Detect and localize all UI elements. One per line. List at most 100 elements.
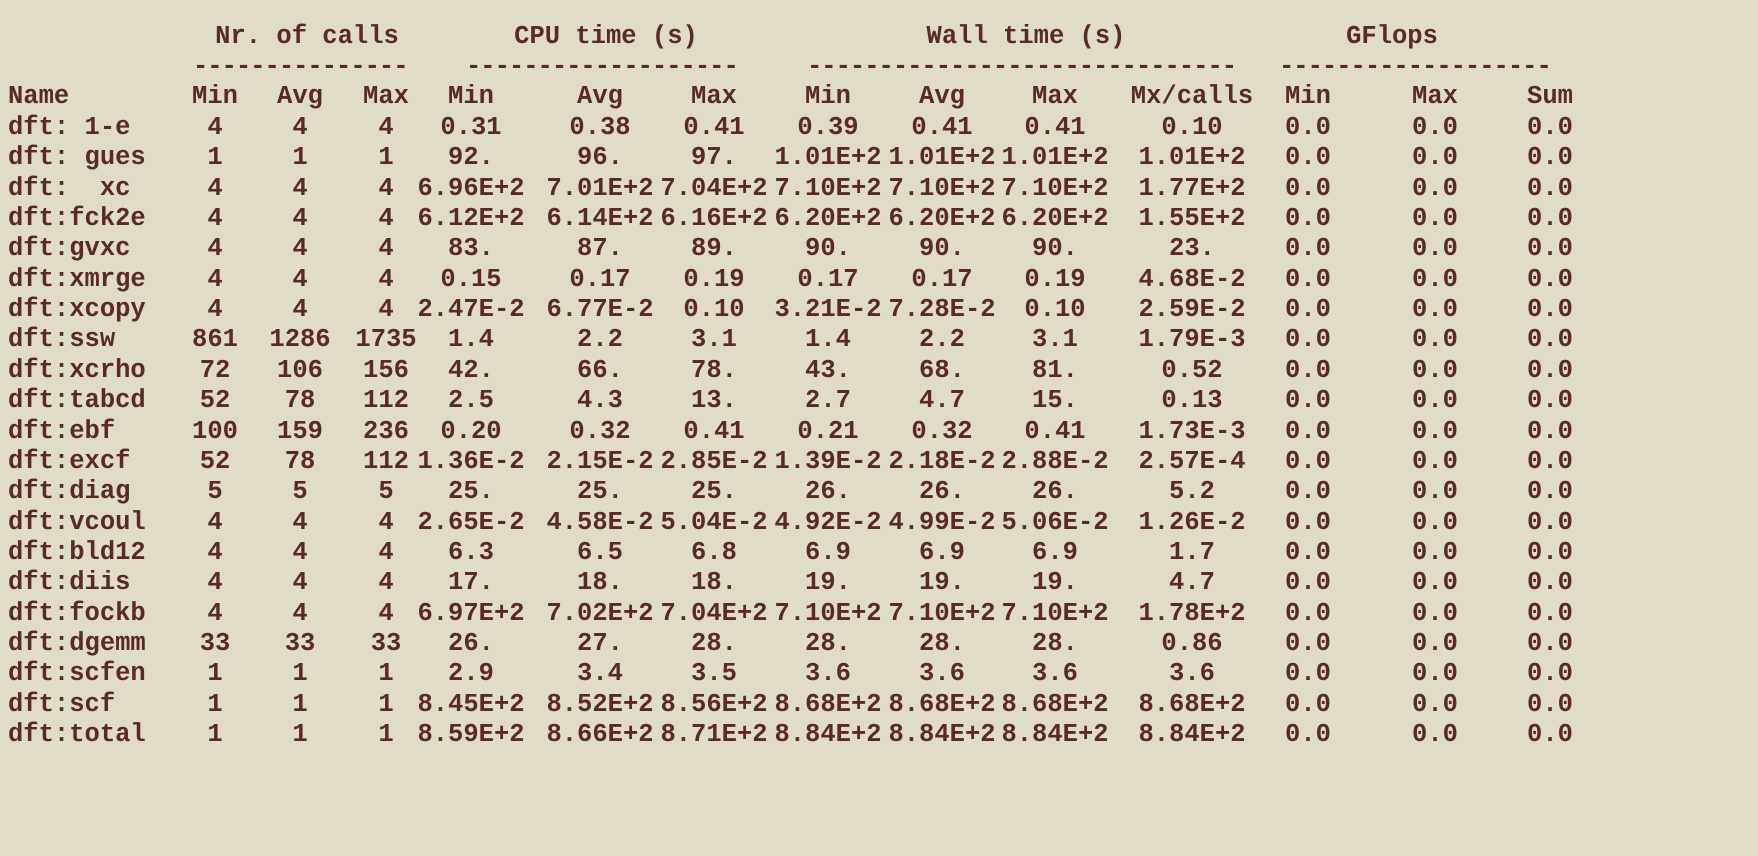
group-underline-calls: ------------------ [193, 52, 408, 81]
table-cell: 8.84E+2 [774, 720, 882, 749]
table-cell: 0.0 [1412, 173, 1458, 203]
table-cell: 6.9 [1032, 537, 1078, 567]
table-cell: 4 [207, 568, 223, 598]
table-cell: 159 [277, 416, 323, 446]
row-name: dft:ebf [8, 416, 116, 446]
table-cell: 112 [363, 446, 409, 476]
table-cell: 4.7 [919, 386, 965, 416]
table-cell: 0.17 [911, 264, 973, 294]
table-cell: 0.0 [1285, 264, 1331, 294]
table-cell: 1 [378, 143, 394, 173]
row-name: dft: xc [8, 173, 131, 203]
table-cell: 1 [292, 659, 308, 689]
table-cell: 7.10E+2 [1001, 598, 1109, 628]
table-cell: 25. [448, 477, 494, 507]
table-cell: 1.77E+2 [1138, 173, 1246, 203]
column-header: Min [448, 82, 494, 111]
row-name: dft:diag [8, 477, 131, 507]
table-cell: 4 [292, 264, 308, 294]
table-cell: 33 [199, 628, 231, 658]
table-cell: 1 [207, 720, 223, 749]
row-name: dft: gues [8, 143, 146, 173]
table-cell: 7.10E+2 [1001, 173, 1109, 203]
table-cell: 4 [207, 507, 223, 537]
table-cell: 4 [378, 568, 394, 598]
table-cell: 6.9 [919, 537, 965, 567]
table-cell: 43. [805, 355, 851, 385]
table-cell: 0.10 [1161, 113, 1223, 142]
table-cell: 28. [805, 628, 851, 658]
table-cell: 28. [919, 628, 965, 658]
table-cell: 0.0 [1527, 477, 1573, 507]
table-cell: 4.58E-2 [546, 507, 654, 537]
table-cell: 3.1 [1032, 325, 1078, 355]
table-cell: 2.65E-2 [417, 507, 525, 537]
table-cell: 4.68E-2 [1138, 264, 1246, 294]
table-cell: 66. [577, 355, 623, 385]
table-cell: 4 [292, 295, 308, 325]
table-cell: 5 [207, 477, 223, 507]
table-cell: 0.32 [911, 416, 973, 446]
table-cell: 4 [378, 507, 394, 537]
table-cell: 4 [292, 598, 308, 628]
row-name: dft:gvxc [8, 234, 131, 264]
table-cell: 5 [292, 477, 308, 507]
table-cell: 6.20E+2 [774, 204, 882, 234]
table-cell: 1 [292, 143, 308, 173]
table-cell: 1.36E-2 [417, 446, 525, 476]
table-cell: 19. [919, 568, 965, 598]
table-cell: 0.10 [683, 295, 745, 325]
table-cell: 4 [207, 113, 223, 142]
table-cell: 0.20 [440, 416, 502, 446]
table-cell: 7.10E+2 [774, 173, 882, 203]
table-cell: 0.0 [1412, 659, 1458, 689]
table-cell: 4 [207, 264, 223, 294]
table-cell: 33 [284, 628, 316, 658]
column-header: Avg [919, 82, 965, 111]
table-cell: 81. [1032, 355, 1078, 385]
table-cell: 0.0 [1527, 537, 1573, 567]
table-cell: 1.01E+2 [888, 143, 996, 173]
table-cell: 1 [292, 689, 308, 719]
table-cell: 6.12E+2 [417, 204, 525, 234]
table-cell: 15. [1032, 386, 1078, 416]
table-cell: 0.0 [1412, 568, 1458, 598]
table-cell: 23. [1169, 234, 1215, 264]
table-cell: 0.41 [683, 113, 745, 142]
row-name: dft: 1-e [8, 113, 131, 142]
table-cell: 4 [378, 598, 394, 628]
table-cell: 4 [378, 537, 394, 567]
table-cell: 4 [378, 113, 394, 142]
table-cell: 0.0 [1285, 689, 1331, 719]
column-header: Name [8, 82, 70, 111]
row-name: dft:fockb [8, 598, 146, 628]
table-cell: 0.39 [797, 113, 859, 142]
group-header-gflops: GFlops [1346, 22, 1438, 51]
table-cell: 1286 [269, 325, 331, 355]
table-cell: 0.17 [797, 264, 859, 294]
table-cell: 0.31 [440, 113, 502, 142]
table-cell: 0.0 [1412, 325, 1458, 355]
table-cell: 0.0 [1527, 659, 1573, 689]
table-cell: 2.47E-2 [417, 295, 525, 325]
row-name: dft:xcrho [8, 355, 146, 385]
table-cell: 72 [199, 355, 231, 385]
table-cell: 0.0 [1285, 720, 1331, 749]
table-cell: 2.5 [448, 386, 494, 416]
table-cell: 0.0 [1412, 598, 1458, 628]
table-cell: 4 [292, 234, 308, 264]
table-cell: 0.0 [1412, 386, 1458, 416]
table-cell: 0.0 [1285, 628, 1331, 658]
table-cell: 0.0 [1285, 568, 1331, 598]
table-cell: 42. [448, 355, 494, 385]
table-cell: 0.0 [1412, 446, 1458, 476]
table-cell: 2.2 [577, 325, 623, 355]
table-cell: 0.0 [1285, 416, 1331, 446]
column-header: Sum [1527, 82, 1573, 111]
table-cell: 0.41 [1024, 113, 1086, 142]
table-cell: 3.4 [577, 659, 623, 689]
table-cell: 0.0 [1412, 507, 1458, 537]
table-cell: 0.0 [1285, 355, 1331, 385]
table-cell: 0.0 [1285, 325, 1331, 355]
table-cell: 7.10E+2 [774, 598, 882, 628]
